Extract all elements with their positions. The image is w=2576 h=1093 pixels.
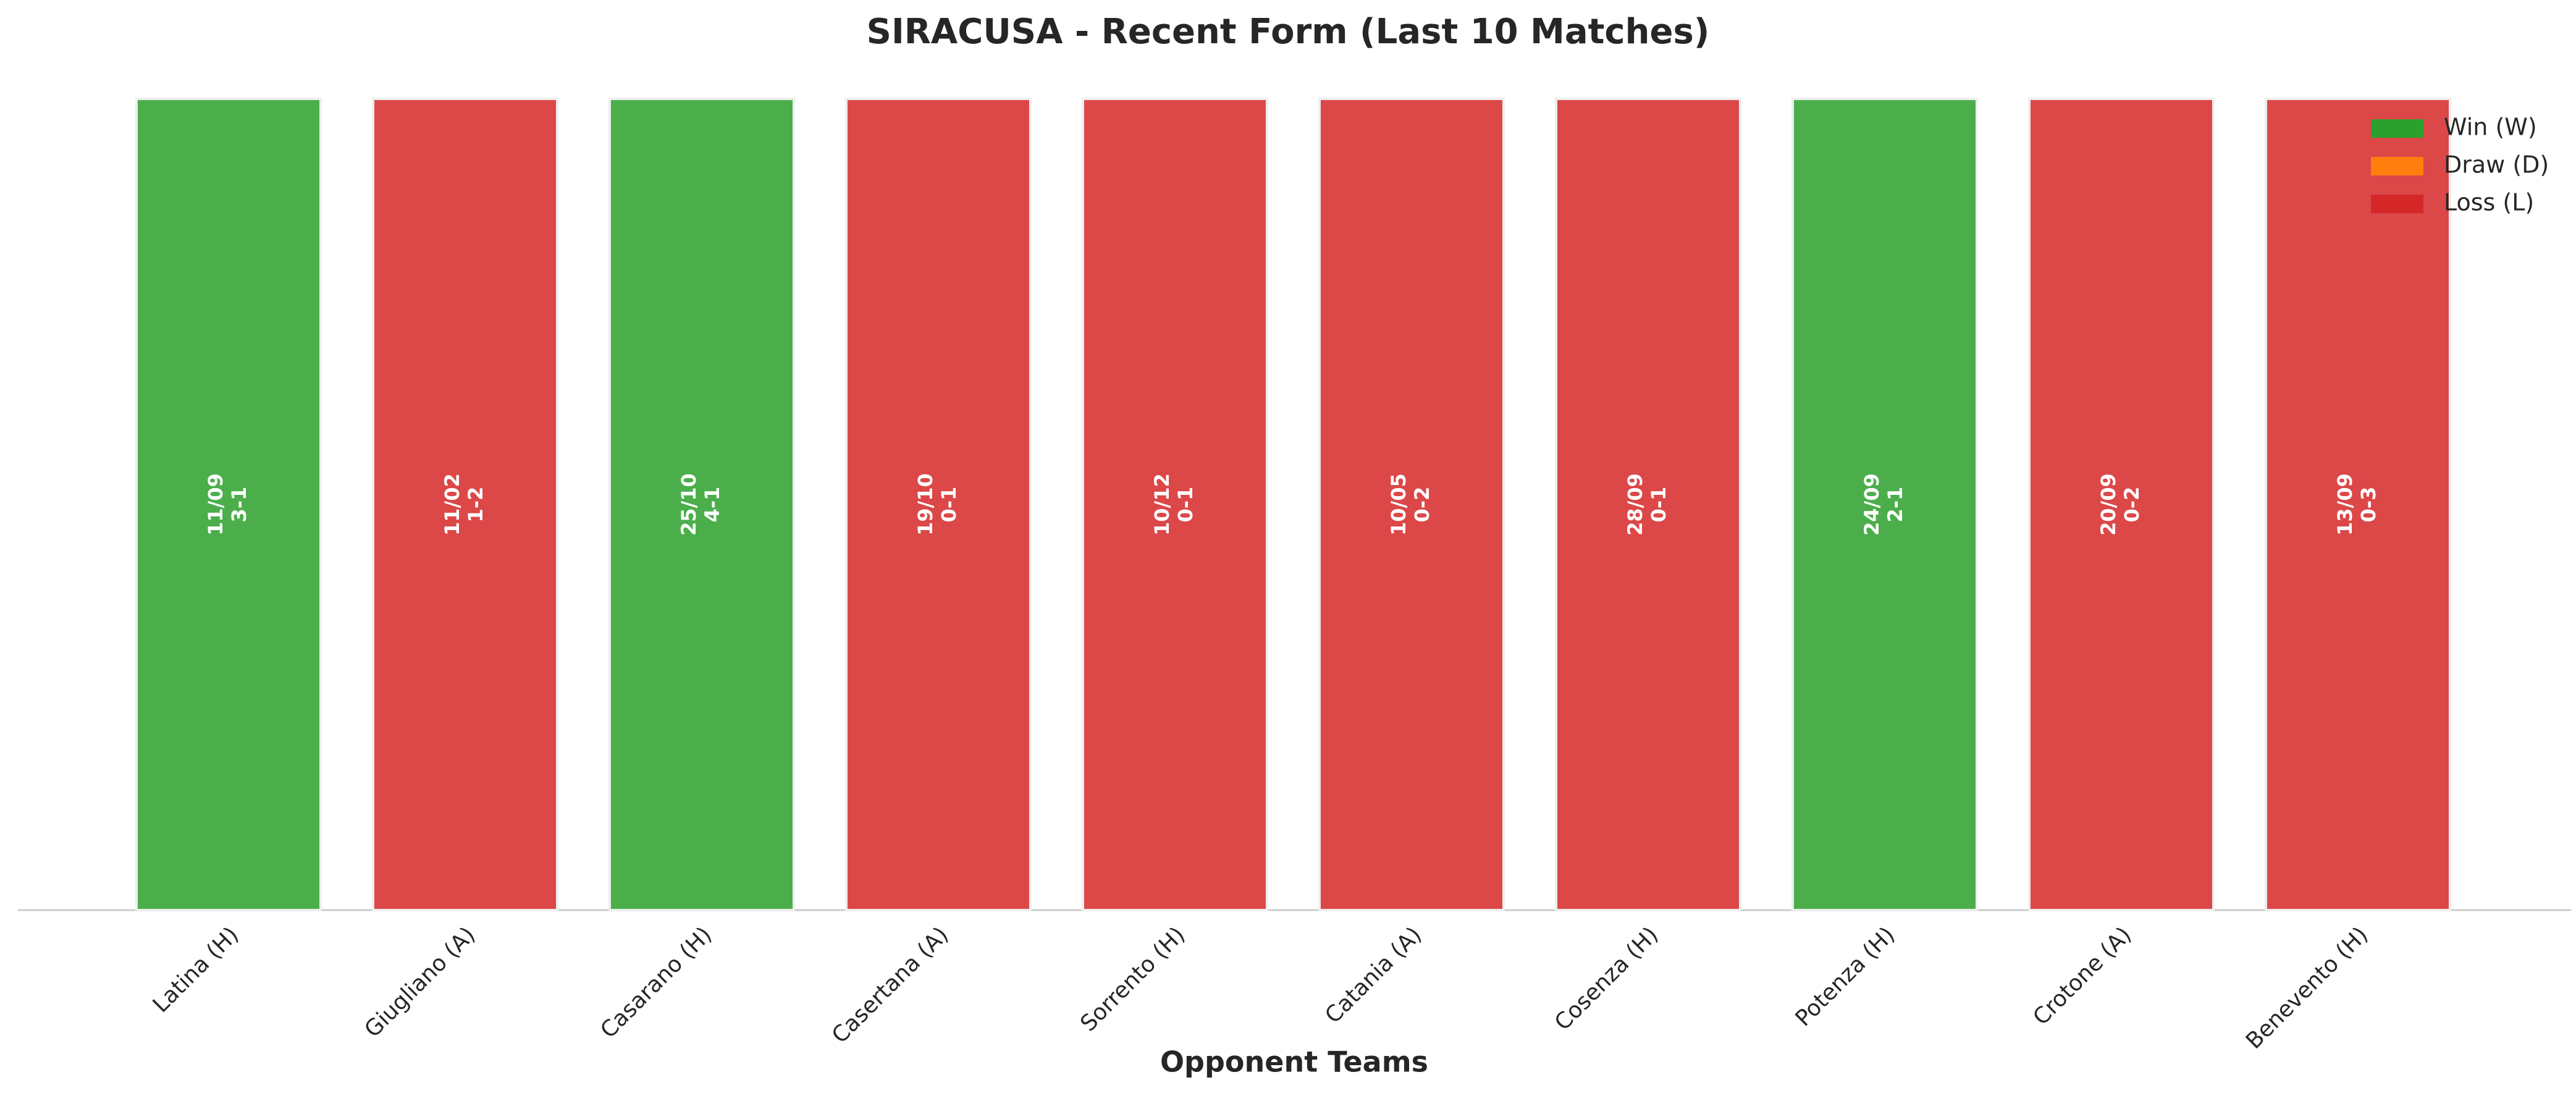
bar-label: 20/09 bbox=[2097, 473, 2120, 536]
bar-label: 0-2 bbox=[2120, 487, 2144, 523]
x-tick-label: Potenza (H) bbox=[1791, 922, 1900, 1031]
bar-label: 10/05 bbox=[1387, 473, 1410, 536]
bar-label: 1-2 bbox=[464, 487, 487, 523]
legend-swatch bbox=[2371, 195, 2423, 213]
bar bbox=[1791, 98, 1978, 911]
bar bbox=[1555, 98, 1741, 911]
bar-label: 4-1 bbox=[701, 487, 724, 523]
x-tick-label: Casarano (H) bbox=[596, 922, 717, 1043]
x-tick-label: Casertana (A) bbox=[827, 922, 953, 1048]
x-tick-label: Crotone (A) bbox=[2028, 922, 2136, 1030]
bar bbox=[1318, 98, 1505, 911]
bar-label: 0-1 bbox=[1174, 487, 1197, 523]
bar-label: 28/09 bbox=[1623, 473, 1647, 536]
bar bbox=[2028, 98, 2215, 911]
bar-label: 13/09 bbox=[2333, 473, 2357, 536]
legend-label: Draw (D) bbox=[2444, 151, 2549, 179]
x-axis-label: Opponent Teams bbox=[1160, 1045, 1428, 1079]
bar bbox=[372, 98, 558, 911]
x-tick-label: Cosenza (H) bbox=[1550, 922, 1663, 1035]
bar-label: 3-1 bbox=[227, 487, 251, 523]
x-tick-label: Catania (A) bbox=[1320, 922, 1426, 1028]
bar-label: 0-3 bbox=[2357, 487, 2380, 523]
x-tick-label: Giugliano (A) bbox=[360, 922, 481, 1042]
bar-label: 10/12 bbox=[1150, 473, 1174, 536]
chart-title: SIRACUSA - Recent Form (Last 10 Matches) bbox=[867, 12, 1710, 52]
bar-label: 2-1 bbox=[1884, 487, 1907, 523]
legend-swatch bbox=[2371, 157, 2423, 175]
bar bbox=[1082, 98, 1268, 911]
bar-label: 0-1 bbox=[1647, 487, 1670, 523]
bar-label: 19/10 bbox=[914, 473, 937, 536]
legend-swatch bbox=[2371, 119, 2423, 138]
legend-label: Loss (L) bbox=[2444, 189, 2534, 216]
legend-label: Win (W) bbox=[2444, 114, 2537, 141]
bar bbox=[135, 98, 322, 911]
bar bbox=[608, 98, 795, 911]
x-tick-label: Sorrento (H) bbox=[1075, 922, 1190, 1036]
bar-label: 24/09 bbox=[1860, 473, 1884, 536]
bar-label: 25/10 bbox=[677, 473, 701, 536]
bar bbox=[845, 98, 1032, 911]
bar-label: 0-2 bbox=[1410, 487, 1434, 523]
x-tick-label: Benevento (H) bbox=[2241, 922, 2373, 1053]
bar bbox=[2265, 98, 2451, 911]
bar-label: 11/09 bbox=[204, 473, 227, 536]
bar-label: 0-1 bbox=[937, 487, 961, 523]
x-tick-label: Latina (H) bbox=[148, 922, 244, 1018]
bar-label: 11/02 bbox=[440, 473, 464, 536]
